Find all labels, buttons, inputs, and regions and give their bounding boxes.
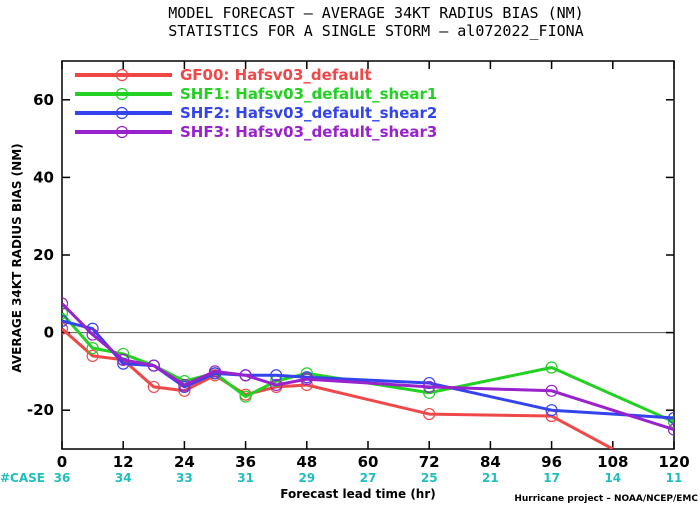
- data-point: [239, 390, 252, 403]
- data-point: [423, 376, 436, 390]
- legend-label: SHF3: Hafsv03_default_shear3: [180, 123, 437, 141]
- case-count: 14: [604, 471, 621, 485]
- data-point: [545, 361, 558, 374]
- case-count: 36: [54, 471, 71, 485]
- y-axis-label: AVERAGE 34KT RADIUS BIAS (NM): [10, 143, 24, 372]
- y-tick-label: 20: [33, 246, 54, 264]
- series-line: [62, 302, 674, 432]
- data-point: [239, 369, 252, 382]
- legend-item: GF00: Hafsv03_default: [75, 66, 371, 84]
- case-count: 33: [176, 471, 193, 485]
- legend-label: SHF1: Hafsv03_defalut_shear1: [180, 85, 437, 103]
- data-point: [423, 380, 436, 394]
- data-point: [300, 373, 313, 386]
- data-point: [545, 404, 558, 417]
- data-point: [178, 378, 191, 392]
- data-point: [147, 359, 160, 372]
- legend-item: SHF2: Hafsv03_default_shear2: [75, 104, 437, 122]
- data-point: [62, 307, 69, 320]
- legend-marker: [115, 106, 129, 120]
- case-count: 27: [360, 471, 377, 485]
- case-count: 11: [666, 471, 683, 485]
- chart-title: MODEL FORECAST – AVERAGE 34KT RADIUS BIA…: [168, 4, 583, 22]
- y-tick-label: 40: [33, 168, 54, 186]
- data-point: [545, 384, 558, 397]
- case-count: 17: [543, 471, 560, 485]
- legend-marker: [115, 87, 129, 101]
- series-4: [62, 297, 674, 436]
- data-point: [270, 378, 283, 392]
- y-tick-label: -20: [27, 401, 54, 419]
- data-point: [86, 342, 99, 355]
- case-count: 21: [482, 471, 499, 485]
- series-line: [62, 312, 674, 424]
- case-counts: 36 34 33 31 29 27 25 21 17 14 11: [54, 471, 683, 485]
- x-tick-label: 0: [57, 453, 67, 471]
- case-count: 25: [421, 471, 438, 485]
- series-1: [62, 322, 614, 449]
- data-point: [423, 407, 436, 421]
- credit-text: Hurricane project – NOAA/NCEP/EMC: [514, 494, 698, 504]
- y-tick-label: 0: [44, 324, 54, 342]
- x-tick-label: 12: [113, 453, 134, 471]
- x-tick-label: 120: [658, 453, 689, 471]
- data-point: [86, 349, 99, 362]
- case-count: 29: [298, 471, 315, 485]
- x-axis-ticks: 0 12 24 36 48 60 72 84 96 108 120: [57, 61, 690, 471]
- x-tick-label: 108: [597, 453, 628, 471]
- series-line: [62, 319, 674, 420]
- data-point: [62, 314, 69, 328]
- chart-subtitle: STATISTICS FOR A SINGLE STORM – al072022…: [168, 22, 583, 40]
- x-tick-label: 72: [419, 453, 440, 471]
- data-point: [62, 297, 69, 310]
- x-tick-label: 60: [358, 453, 379, 471]
- case-count: 31: [237, 471, 254, 485]
- legend-item: SHF1: Hafsv03_defalut_shear1: [75, 85, 437, 103]
- x-tick-label: 24: [174, 453, 195, 471]
- x-tick-label: 84: [480, 453, 501, 471]
- x-tick-label: 96: [541, 453, 562, 471]
- legend-marker: [115, 125, 129, 139]
- x-tick-label: 48: [296, 453, 317, 471]
- series-layer: [62, 297, 674, 449]
- data-point: [117, 353, 130, 366]
- data-point: [667, 411, 674, 425]
- data-point: [86, 328, 99, 341]
- data-point: [208, 365, 222, 378]
- case-label: #CASE: [0, 471, 45, 485]
- y-axis-ticks: -20 0 20 40 60: [27, 91, 674, 419]
- legend-marker: [115, 68, 129, 82]
- data-point: [62, 322, 69, 335]
- y-tick-label: 60: [33, 91, 54, 109]
- data-point: [270, 369, 283, 382]
- series-2: [62, 307, 674, 428]
- legend-label: GF00: Hafsv03_default: [180, 66, 371, 84]
- data-point: [147, 380, 160, 394]
- case-count: 34: [115, 471, 132, 485]
- data-point: [667, 415, 674, 428]
- x-axis-label: Forecast lead time (hr): [280, 487, 436, 501]
- legend-item: SHF3: Hafsv03_default_shear3: [75, 123, 437, 141]
- data-point: [667, 423, 674, 436]
- legend-label: SHF2: Hafsv03_default_shear2: [180, 104, 437, 122]
- x-tick-label: 36: [235, 453, 256, 471]
